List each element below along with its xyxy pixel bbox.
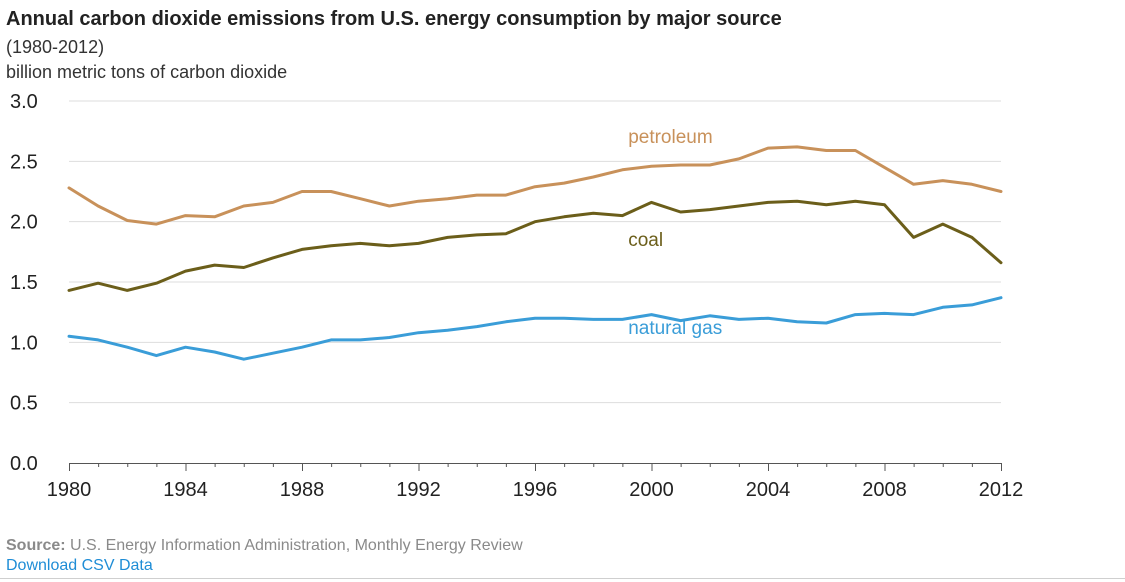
source-label: Source:	[6, 537, 66, 554]
x-tick-label: 2008	[862, 479, 907, 501]
series-line-natural-gas	[67, 296, 1003, 361]
footer-divider	[0, 578, 1125, 579]
y-axis-label: billion metric tons of carbon dioxide	[6, 62, 288, 82]
x-tick-label: 1988	[280, 479, 325, 501]
gridlines	[69, 100, 1001, 404]
x-tick-label: 1996	[513, 479, 558, 501]
x-tick-label: 2000	[629, 479, 674, 501]
y-tick-label: 3.0	[10, 91, 38, 113]
series-line-petroleum	[67, 145, 1003, 226]
y-tick-label: 1.5	[10, 272, 38, 294]
x-tick-label: 2012	[979, 479, 1024, 501]
y-tick-label: 1.0	[10, 332, 38, 354]
series-label-coal: coal	[628, 230, 663, 251]
series-labels: petroleum coal natural gas	[628, 127, 722, 339]
x-tick-label: 1984	[163, 479, 208, 501]
y-tick-label: 2.5	[10, 151, 38, 173]
source-text: U.S. Energy Information Administration, …	[65, 537, 523, 554]
chart-subtitle: (1980-2012)	[6, 37, 105, 57]
axes: 0.0 0.5 1.0 1.5 2.0 2.5 3.0 1980 1984 1988 1992 199…	[10, 91, 1023, 501]
download-csv-link[interactable]: Download CSV Data	[6, 557, 153, 574]
chart-title: Annual carbon dioxide emissions from U.S…	[6, 8, 782, 30]
series-label-petroleum: petroleum	[628, 127, 713, 148]
series-line-coal	[67, 199, 1003, 292]
x-tick-label: 2004	[746, 479, 791, 501]
source-note: Source: U.S. Energy Information Administ…	[6, 537, 523, 555]
x-tick-label: 1992	[396, 479, 441, 501]
series-label-natural-gas: natural gas	[628, 318, 722, 339]
series-lines	[67, 145, 1003, 361]
y-tick-label: 2.0	[10, 212, 38, 234]
y-tick-label: 0.0	[10, 453, 38, 475]
line-chart: 0.0 0.5 1.0 1.5 2.0 2.5 3.0 1980 1984 1988 1992 199…	[10, 91, 1023, 501]
x-tick-label: 1980	[47, 479, 92, 501]
y-tick-label: 0.5	[10, 393, 38, 415]
